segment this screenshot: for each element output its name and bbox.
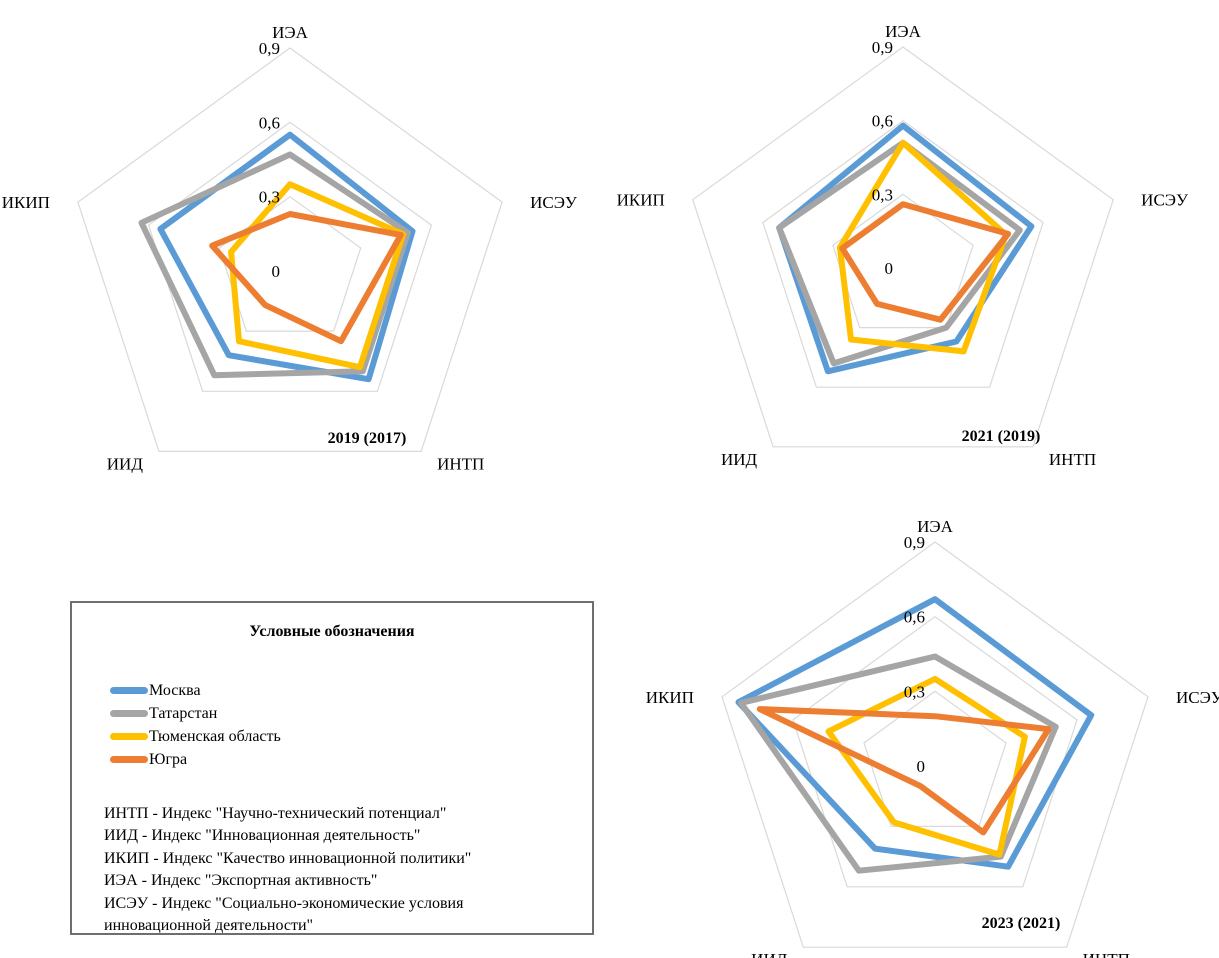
legend-swatch-yugra [110,756,148,763]
legend-item-yugra: Югра [110,748,281,771]
axis-label-iea: ИЭА [272,23,308,42]
legend-swatch-moskva [110,687,148,694]
series-line-tatarstan [138,151,411,379]
legend-box: Условные обозначения Москва Татарстан Тю… [70,601,594,935]
axis-label-ikip: ИКИП [2,193,50,212]
abbr-ikip: ИКИП - Индекс "Качество инновационной по… [104,849,472,867]
axis-label-iid: ИИД [721,450,758,469]
legend-series-list: Москва Татарстан Тюменская область Югра [110,679,281,771]
tick-label-1: 0,3 [259,188,280,207]
legend-item-tatarstan: Татарстан [110,702,281,725]
tick-label-1: 0,3 [904,682,925,701]
legend-title: Условные обозначения [249,623,415,640]
chart-title: 2019 (2017) [328,430,407,447]
series-line-tatarstan [737,653,1059,874]
legend-label-tyumen: Тюменская область [149,727,281,745]
legend-item-moskva: Москва [110,679,281,702]
axis-label-intp: ИНТП [437,454,484,473]
grid-ring-3 [77,47,503,452]
tick-label-2: 0,6 [872,112,893,131]
abbr-iid: ИИД - Индекс "Инновационная деятельность… [104,827,421,845]
axis-label-iid: ИИД [107,454,144,473]
abbr-intp: ИНТП - Индекс "Научно-технический потенц… [104,805,447,822]
axis-label-iseu: ИСЭУ [1176,688,1219,707]
abbr-iea: ИЭА - Индекс "Экспортная активность" [104,872,378,890]
grid-ring-1 [863,690,1007,828]
series-line-tyumen [228,181,407,371]
legend-item-tyumen: Тюменская область [110,725,281,748]
tick-label-3: 0,9 [904,533,925,552]
grid-ring-3 [692,46,1114,448]
axis-label-intp: ИНТП [1083,950,1130,958]
grid-ring-2 [792,615,1078,888]
axis-label-iid: ИИД [751,950,788,958]
series-line-yugra [839,201,1012,323]
grid-ring-3 [721,541,1149,948]
chart-title: 2021 (2019) [962,428,1041,445]
tick-label-0: 0 [885,259,894,278]
axis-label-ikip: ИКИП [617,191,665,210]
tick-label-0: 0 [917,757,926,776]
tick-label-0: 0 [272,262,281,281]
tick-label-3: 0,9 [872,38,893,57]
axis-label-iea: ИЭА [917,517,953,536]
abbr-iseu: ИСЭУ - Индекс "Социально-экономические у… [104,894,464,912]
series-line-moskva [735,596,1095,870]
series-line-yugra [209,211,404,345]
legend-label-moskva: Москва [149,681,201,699]
axis-label-iea: ИЭА [885,22,921,41]
tick-label-3: 0,9 [259,39,280,58]
axis-label-iseu: ИСЭУ [530,193,578,212]
series-line-tyumen [836,139,1009,355]
series-line-yugra [756,706,1052,836]
tick-label-1: 0,3 [872,185,893,204]
tick-label-2: 0,6 [904,608,925,627]
chart-title: 2023 (2021) [982,915,1061,932]
legend-swatch-tatarstan [110,710,148,717]
legend-label-tatarstan: Татарстан [149,704,218,722]
series-line-moskva [157,131,416,383]
axis-label-iseu: ИСЭУ [1141,191,1189,210]
abbr-iseu-cont: инновационной деятельности" [104,917,314,935]
tick-label-2: 0,6 [259,113,280,132]
grid-ring-2 [762,119,1044,388]
legend-label-yugra: Югра [149,750,188,768]
axis-label-intp: ИНТП [1049,450,1096,469]
axis-label-ikip: ИКИП [646,688,694,707]
legend-abbreviations: ИНТП - Индекс "Научно-технический потенц… [104,803,471,937]
legend-swatch-tyumen [110,733,148,740]
